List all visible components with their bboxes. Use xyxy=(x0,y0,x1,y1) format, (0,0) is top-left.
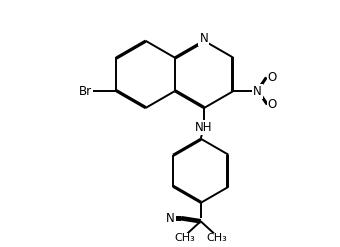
Text: CH₃: CH₃ xyxy=(174,233,195,244)
Text: CH₃: CH₃ xyxy=(206,233,227,244)
Text: O: O xyxy=(268,71,277,84)
Text: N: N xyxy=(166,212,175,225)
Text: N: N xyxy=(253,85,262,98)
Text: O: O xyxy=(268,98,277,111)
Text: Br: Br xyxy=(79,85,92,98)
Text: NH: NH xyxy=(195,121,212,134)
Text: N: N xyxy=(199,32,208,45)
